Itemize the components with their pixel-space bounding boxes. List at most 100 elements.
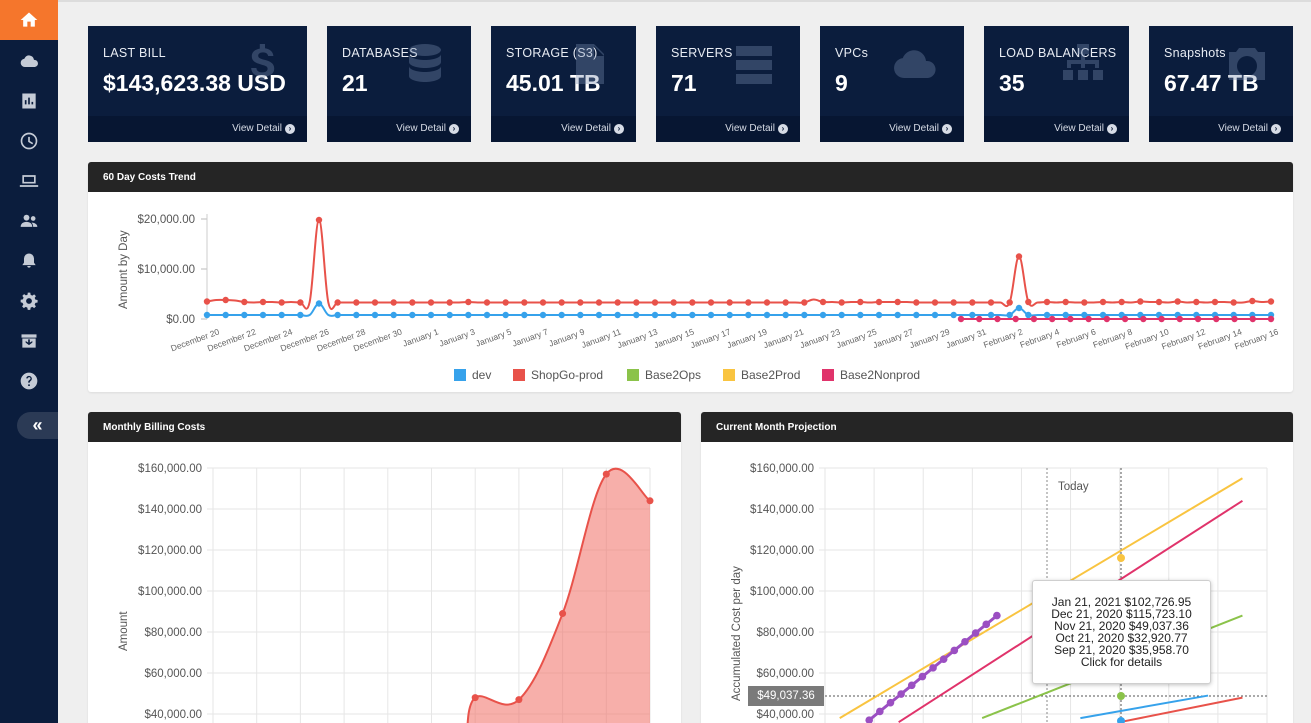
data-point (1267, 298, 1275, 305)
data-point (465, 298, 472, 306)
data-point (646, 497, 654, 505)
data-point (1230, 299, 1237, 306)
data-point (651, 311, 659, 319)
data-point (1155, 298, 1163, 306)
data-point (907, 681, 916, 690)
data-point (1012, 315, 1019, 323)
series-line-dev (206, 302, 1271, 317)
view-detail-label: View Detail (1218, 123, 1268, 134)
sidebar-item-home[interactable] (0, 0, 58, 40)
x-tick-label: January 31 (945, 326, 988, 350)
data-point (971, 629, 980, 637)
sidebar-item-users[interactable] (0, 201, 58, 241)
sidebar-item-settings[interactable] (0, 281, 58, 321)
data-point (539, 299, 547, 306)
data-point (315, 216, 323, 224)
card-footer: View Detail › (820, 116, 964, 142)
card-vpcs: VPCs 9 View Detail › (820, 26, 964, 142)
data-point (993, 611, 1001, 620)
sidebar-item-reports[interactable] (0, 81, 58, 121)
card-load-balancers: LOAD BALANCERS 35 View Detail › (984, 26, 1129, 142)
data-point (1213, 315, 1220, 323)
arrow-circle-icon: › (614, 123, 624, 134)
legend-swatch (627, 369, 639, 381)
data-point (913, 311, 920, 319)
data-point (471, 694, 479, 702)
x-tick-label: January 13 (616, 326, 659, 350)
x-tick-label: January 15 (652, 326, 695, 350)
collapse-sidebar-button[interactable]: « (17, 412, 58, 439)
view-detail-link[interactable]: View Detail › (396, 123, 459, 134)
data-point (1015, 304, 1023, 312)
y-tick-label: $100,000.00 (750, 586, 814, 598)
data-point (1062, 311, 1069, 319)
laptop-icon (19, 175, 39, 187)
data-point (614, 311, 621, 319)
data-point (521, 311, 528, 319)
hover-value-marker: $49,037.36 (748, 686, 824, 706)
y-tick-label: $120,000.00 (138, 545, 202, 557)
chart-tooltip[interactable]: Jan 21, 2021 $102,726.95 Dec 21, 2020 $1… (1032, 580, 1211, 684)
archive-icon (21, 334, 37, 348)
view-detail-link[interactable]: View Detail › (232, 123, 295, 134)
data-point (982, 620, 991, 629)
data-point (875, 311, 883, 319)
monthly-panel: Monthly Billing Costs $40,000.00 $60,000.… (88, 412, 681, 723)
sidebar-item-instances[interactable] (0, 161, 58, 201)
card-value: 9 (835, 70, 848, 96)
data-point (334, 311, 341, 319)
sidebar-item-alerts[interactable] (0, 241, 58, 281)
series-line-ShopGo-prod (206, 218, 1272, 311)
data-point (203, 298, 211, 305)
data-point (577, 311, 584, 319)
data-point (222, 296, 229, 304)
file-icon (566, 40, 614, 88)
x-tick-label: January 1 (401, 326, 440, 348)
data-point (241, 298, 248, 306)
data-point (894, 298, 901, 306)
view-detail-label: View Detail (396, 123, 446, 134)
data-point (1174, 298, 1181, 305)
arrow-circle-icon: › (449, 123, 459, 134)
legend-label: ShopGo-prod (531, 368, 603, 382)
data-point (670, 311, 677, 319)
data-point (987, 299, 995, 306)
tooltip-line: Nov 21, 2020 $49,037.36 (1054, 619, 1189, 633)
view-detail-link[interactable]: View Detail › (1218, 123, 1281, 134)
data-point (390, 311, 397, 319)
view-detail-link[interactable]: View Detail › (725, 123, 788, 134)
data-point (427, 299, 435, 306)
x-tick-label: January 3 (438, 326, 477, 348)
data-point (259, 298, 267, 306)
card-servers: SERVERS 71 View Detail › (656, 26, 800, 142)
sidebar-item-archive[interactable] (0, 321, 58, 361)
sidebar-item-history[interactable] (0, 121, 58, 161)
data-point (875, 298, 883, 306)
panel-title: Current Month Projection (701, 412, 1293, 442)
help-icon (20, 372, 38, 390)
data-point (857, 298, 864, 306)
data-point (297, 311, 304, 319)
view-detail-link[interactable]: View Detail › (889, 123, 952, 134)
view-detail-label: View Detail (725, 123, 775, 134)
view-detail-link[interactable]: View Detail › (1054, 123, 1117, 134)
database-icon (401, 40, 449, 88)
x-tick-label: February 2 (982, 326, 1024, 350)
data-point (353, 299, 360, 306)
data-point (371, 311, 379, 319)
data-point (633, 299, 640, 306)
sidebar-item-cloud[interactable] (0, 42, 58, 82)
series-line (1080, 694, 1209, 720)
view-detail-link[interactable]: View Detail › (561, 123, 624, 134)
x-tick-label: January 21 (762, 326, 805, 350)
data-point (1267, 315, 1275, 323)
data-point (259, 311, 267, 319)
tooltip-line: Dec 21, 2020 $115,723.10 (1051, 607, 1192, 621)
today-label: Today (1058, 481, 1089, 493)
monthly-chart[interactable]: $40,000.00 $60,000.00 $80,000.00 $100,000.0… (88, 442, 681, 723)
tooltip-line: Sep 21, 2020 $35,958.70 (1054, 643, 1189, 657)
data-point (558, 311, 565, 319)
data-point (446, 299, 453, 306)
sidebar-item-help[interactable] (0, 361, 58, 401)
